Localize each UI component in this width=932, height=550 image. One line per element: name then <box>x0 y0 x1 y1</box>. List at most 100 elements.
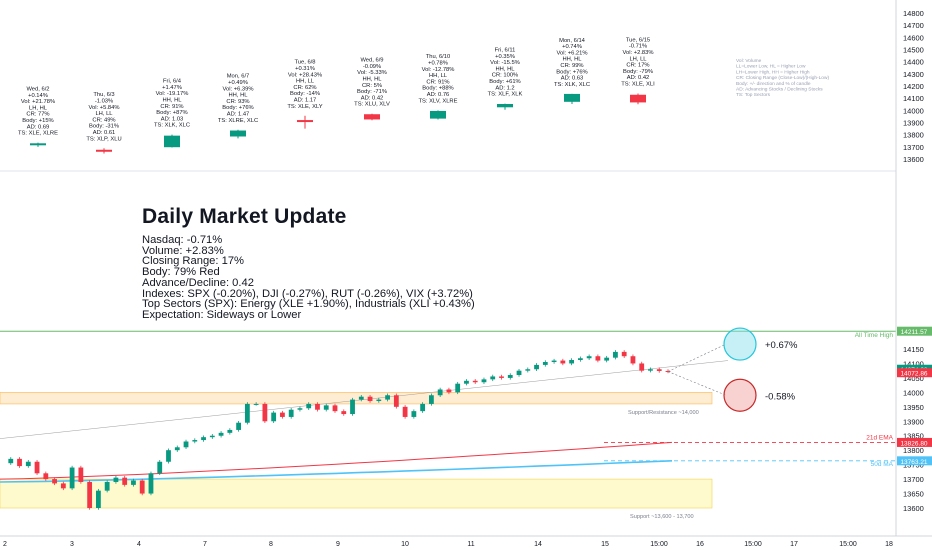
ath-price-tag-text: 14211.57 <box>901 329 928 336</box>
price-axis-tick: 14150 <box>903 345 924 354</box>
intraday-candle <box>613 351 618 358</box>
price-axis-tick: 14400 <box>903 58 924 67</box>
time-axis[interactable]: 2 3 4 7 8 9 10 11 14 15 15:00 16 15:00 17 15:00 18 <box>3 541 893 548</box>
prev-price-tag-text: 14072.86 <box>900 371 927 378</box>
intraday-candle <box>78 467 84 482</box>
intraday-candle <box>446 389 452 393</box>
price-axis-tick: 14000 <box>903 106 924 115</box>
candle-annotation-text: HH, HL <box>162 97 182 103</box>
price-axis[interactable]: 13600 13700 13800 13900 14000 14100 14200 14300… <box>897 9 932 513</box>
overlay-line-volume: Volume: +2.83% <box>142 244 224 257</box>
ma50-price-tag-text: 13763.21 <box>900 459 927 466</box>
candle-body <box>230 130 246 137</box>
price-axis-tick: 14100 <box>903 94 924 103</box>
candle-annotation-text: Body: +76% <box>556 69 587 75</box>
overlay-line-body: Body: 79% Red <box>142 266 220 279</box>
intraday-candle <box>236 422 242 430</box>
intraday-candle <box>569 359 575 364</box>
candle-annotation-text: TS: XLF, XLK <box>488 92 523 98</box>
candle-annotation-text: AD: 0.76 <box>427 92 450 98</box>
candle-annotation-text: Thu, 6/10 <box>426 54 451 60</box>
candle-annotation-text: Body: -79% <box>623 69 653 75</box>
bearish-target-circle <box>723 378 757 412</box>
price-axis-tick: 13700 <box>903 143 924 152</box>
candle-annotation-text: TS: XLV, XLRE <box>419 98 458 104</box>
candle-body <box>297 120 313 123</box>
intraday-candle <box>8 458 14 464</box>
intraday-candle <box>315 403 320 410</box>
price-axis-tick: 14700 <box>903 21 924 30</box>
time-axis-tick: 3 <box>70 541 74 548</box>
candle-annotation-text: Body: -14% <box>290 91 320 97</box>
candle-annotation-text: AD: 1.47 <box>227 112 250 118</box>
intraday-candle <box>551 360 557 363</box>
candle-annotation-text: AD: 0.42 <box>361 95 384 101</box>
candle-annotation-text: CR: 93% <box>226 99 249 105</box>
ath-price-tag: 14211.57 <box>897 326 932 336</box>
candle-annotation-text: Body: +15% <box>22 118 53 124</box>
candle-body <box>164 135 180 148</box>
candle-annotation-text: LH, LL <box>629 56 647 62</box>
intraday-candle <box>253 403 259 405</box>
intraday-candle <box>25 461 31 467</box>
candle-annotation-text: HH, HL <box>562 57 582 63</box>
ema21-price-tag-text: 13826.80 <box>900 440 927 447</box>
price-axis-tick: 13850 <box>903 432 924 441</box>
legend-text: LH=Lower High, HH = Higher High <box>736 69 810 75</box>
intraday-candle <box>472 380 478 383</box>
time-axis-tick: 18 <box>885 541 893 548</box>
candle-annotation-text: AD: 1.17 <box>294 98 317 104</box>
candle-annotation-text: AD: 0.42 <box>627 75 650 81</box>
candle-annotation-text: TS: XLU, XLV <box>354 102 390 108</box>
overlay-line-indexes: Indexes: SPX (-0.20%), DJI (-0.27%), RUT… <box>142 287 473 300</box>
candle-annotation-text: Vol: +28.43% <box>288 72 322 78</box>
intraday-candle <box>332 405 338 412</box>
candle-annotation-text: +0.35% <box>495 54 515 60</box>
candle-body <box>430 110 446 119</box>
candle-body <box>564 93 580 102</box>
candle-annotation-text: TS: XLK, XLC <box>554 82 590 88</box>
candle-annotation-text: HH, HL <box>495 66 515 72</box>
candle-annotation-text: Body: +88% <box>422 86 453 92</box>
legend-text: LL=Lower Low, HL = Higher Low <box>736 64 806 70</box>
prev-price-tag: 14072.86 <box>897 368 932 378</box>
candle-annotation-text: Body: +76% <box>222 105 253 111</box>
price-axis-tick: 13650 <box>903 490 924 499</box>
candle-annotation-text: Mon, 6/7 <box>227 74 250 80</box>
intraday-candle <box>139 480 145 494</box>
candle-annotation-text: HH, HL <box>228 93 248 99</box>
ma50-price-tag: 13763.21 <box>897 456 932 466</box>
price-axis-tick: 14300 <box>903 70 924 79</box>
candle-annotation-text: Vol: -12.78% <box>422 67 455 73</box>
legend-text: Body: +/- direction and % of candle <box>736 81 811 87</box>
candle-annotation-text: Thu, 6/3 <box>93 92 114 98</box>
price-axis-tick: 14050 <box>903 374 924 383</box>
intraday-candle <box>411 411 417 417</box>
time-axis-tick: 15:00 <box>650 541 668 548</box>
support-resistance-zone <box>0 392 713 405</box>
candle-annotation-text: CR: 5% <box>362 83 382 89</box>
candle-annotation-text: HH, LL <box>296 79 315 85</box>
intraday-candle <box>621 351 627 357</box>
price-axis-tick: 14600 <box>903 33 924 42</box>
overlay-line-expectation: Expectation: Sideways or Lower <box>142 308 302 321</box>
intraday-candle <box>525 369 531 371</box>
intraday-candle <box>69 467 75 489</box>
candle-annotation-text: Body: -71% <box>357 89 387 95</box>
candle-annotation-text: Fri, 6/11 <box>495 48 516 54</box>
candle-annotation-text: AD: 1.2 <box>495 85 514 91</box>
time-axis-tick: 15:00 <box>839 541 857 548</box>
legend-text: TS: Top Sectors <box>736 92 771 98</box>
intraday-candle <box>402 406 408 417</box>
candle-annotation-text: +1.47% <box>162 85 182 91</box>
ma50-label: 50d MA <box>871 461 894 468</box>
intraday-candle <box>595 356 601 361</box>
bearish-scenario-line <box>667 371 727 396</box>
time-axis-tick: 17 <box>790 541 798 548</box>
candle-annotation-text: TS: XLK, XLC <box>154 123 190 129</box>
intraday-candle <box>604 357 610 361</box>
